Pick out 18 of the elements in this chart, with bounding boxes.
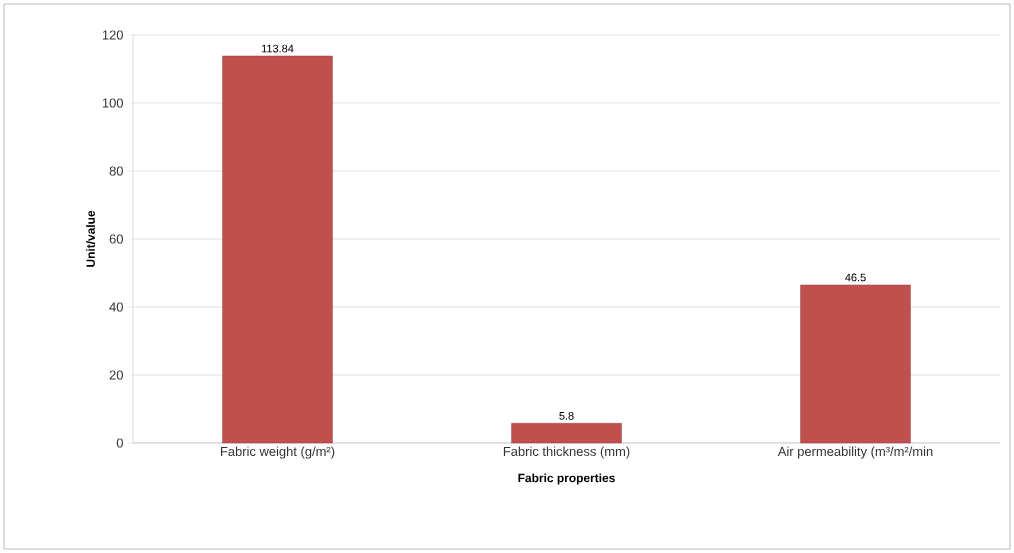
x-tick-label: Air permeability (m³/m²/min <box>777 446 933 459</box>
y-tick-label: 20 <box>109 370 123 380</box>
x-axis-title: Fabric properties <box>518 473 615 485</box>
bar <box>222 55 333 444</box>
data-label: 5.8 <box>559 412 574 420</box>
y-tick-label: 100 <box>102 98 123 108</box>
y-axis-title: Unit/value <box>86 210 96 267</box>
data-label: 46.5 <box>845 273 866 282</box>
y-tick-label: 60 <box>109 234 123 244</box>
y-tick-label: 40 <box>109 302 123 312</box>
x-tick-label: Fabric weight (g/m²) <box>221 446 335 459</box>
y-tick-label: 120 <box>102 30 123 40</box>
y-tick-label: 0 <box>116 438 123 448</box>
x-tick-label: Fabric thickness (mm) <box>503 446 630 459</box>
data-label: 113.84 <box>261 44 294 53</box>
y-tick-label: 80 <box>109 166 123 176</box>
bar <box>511 423 622 444</box>
bar <box>800 284 911 444</box>
